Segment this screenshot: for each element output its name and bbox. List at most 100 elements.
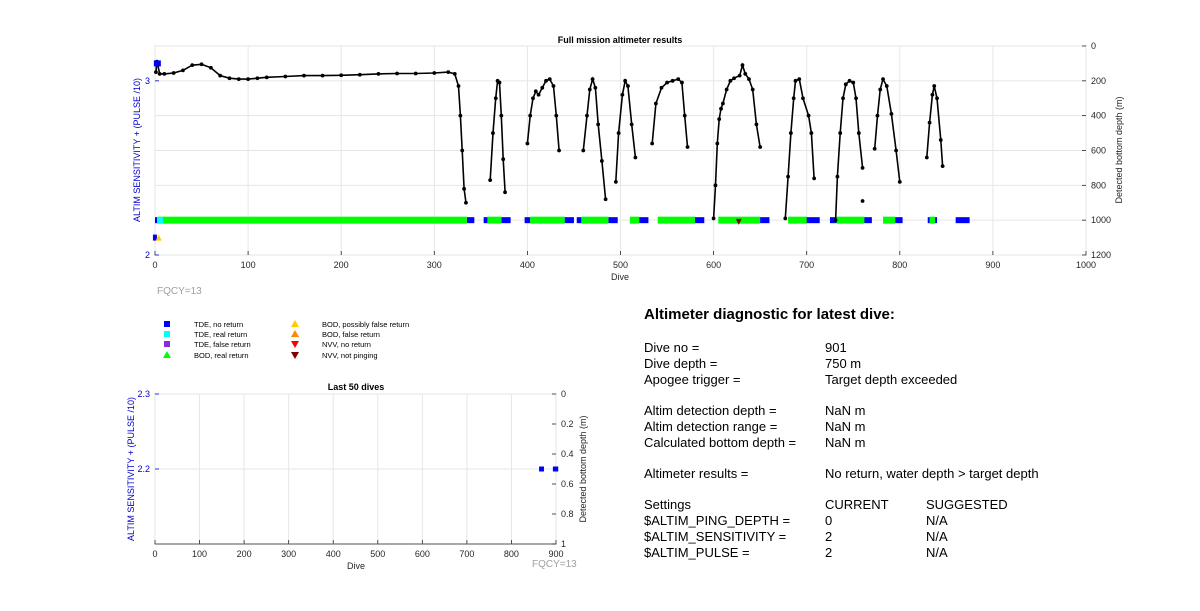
depth-point [740,63,745,68]
depth-point [320,73,325,78]
small-chart-title: Last 50 dives [328,382,385,392]
bod-real-return-band [581,216,609,224]
setting-name: $ALTIM_PING_DEPTH = [644,513,791,528]
x-tick-label: 300 [427,260,442,270]
depth-point [452,71,457,76]
apogee-row: Apogee trigger = Target depth exceeded [644,372,1184,388]
y-left-tick-label: 2 [145,250,150,260]
tde-no-return-band [608,217,618,224]
depth-point [841,96,845,101]
legend-label: BOD, false return [322,330,380,339]
tde-no-return-band [860,217,872,224]
small-y-axis-label-right: Detected bottom depth (m) [578,415,588,522]
depth-point [685,145,690,149]
bod-real-return-band [629,216,640,224]
x-tick-label: 200 [334,260,349,270]
legend-label: TDE, real return [194,330,247,339]
depth-point [711,216,716,221]
setting-suggested: N/A [926,545,948,560]
depth-point [786,174,790,179]
depth-trace-line [712,62,761,219]
x-tick-label: 400 [520,260,535,270]
depth-point [227,76,232,81]
settings-row: $ALTIM_PING_DEPTH = 0 N/A [644,513,1184,529]
small-x-axis-label: Dive [347,561,365,571]
tde-no-return-band [552,466,559,472]
depth-point [590,77,595,81]
tde-no-return-band [483,217,491,224]
depth-point [743,71,748,76]
depth-point [255,76,260,81]
depth-point [395,71,399,76]
depth-point [653,101,658,106]
y-left-tick-label: 2.2 [137,464,150,474]
depth-point [501,157,506,162]
depth-point [670,78,675,83]
depth-point [927,120,932,125]
depth-point [881,77,885,81]
x-tick-label: 200 [237,549,252,559]
depth-point [554,113,559,118]
bod-real-return-band [487,216,502,224]
depth-point [737,73,742,78]
depth-point [676,77,681,81]
depth-point [889,112,894,116]
depth-point [246,77,251,81]
y-right-tick-label: 600 [1091,146,1106,156]
main-y-axis-label-right: Detected bottom depth (m) [1114,96,1124,203]
depth-point [208,65,213,70]
depth-point [935,96,939,101]
depth-point [659,85,664,90]
x-tick-label: 100 [192,549,207,559]
x-tick-label: 400 [326,549,341,559]
depth-trace-line [582,76,607,200]
y-right-tick-label: 0.6 [561,479,574,489]
depth-point [680,80,684,85]
depth-point [750,87,755,92]
apogee-label: Apogee trigger = [644,372,741,387]
bod-real-return-band [530,216,565,224]
setting-current: 2 [825,529,833,544]
tde-no-return-band [955,217,970,224]
depth-point [791,96,796,101]
det-range-row: Altim detection range = NaN m [644,419,1184,435]
setting-name: $ALTIM_SENSITIVITY = [644,529,787,544]
depth-point [376,71,381,76]
depth-point [860,199,865,203]
depth-point [488,178,493,183]
legend-marker-square [164,321,170,327]
settings-header-row: Settings CURRENT SUGGESTED [644,497,1184,513]
y-left-tick-label: 2.3 [137,389,150,399]
current-label: CURRENT [825,497,889,512]
y-right-tick-label: 400 [1091,111,1106,121]
tde-no-return-band [829,217,837,224]
depth-point [728,78,733,83]
main-fqcy-annotation: FQCY=13 [157,286,202,297]
legend-label: BOD, real return [194,351,249,360]
depth-point [665,80,669,85]
depth-point [536,92,541,97]
depth-point [499,113,504,118]
depth-point [613,179,618,184]
setting-name: $ALTIM_PULSE = [644,545,750,560]
depth-point [446,70,451,75]
depth-point [493,96,498,101]
depth-point [715,141,720,146]
depth-point [856,131,861,135]
x-tick-label: 600 [706,260,721,270]
dive-depth-value: 750 m [825,356,862,371]
nvv-not-pinging-marker [735,218,742,225]
depth-point [797,77,802,81]
depth-point [503,190,507,195]
depth-point [171,71,176,75]
depth-point [460,148,465,153]
depth-point [783,216,788,221]
tde-no-return-band [564,217,574,224]
depth-point [843,82,848,87]
depth-point [924,155,929,160]
dive-no-row: Dive no = 901 [644,340,1184,356]
legend-label: NVV, no return [322,340,371,349]
depth-point [758,145,763,149]
